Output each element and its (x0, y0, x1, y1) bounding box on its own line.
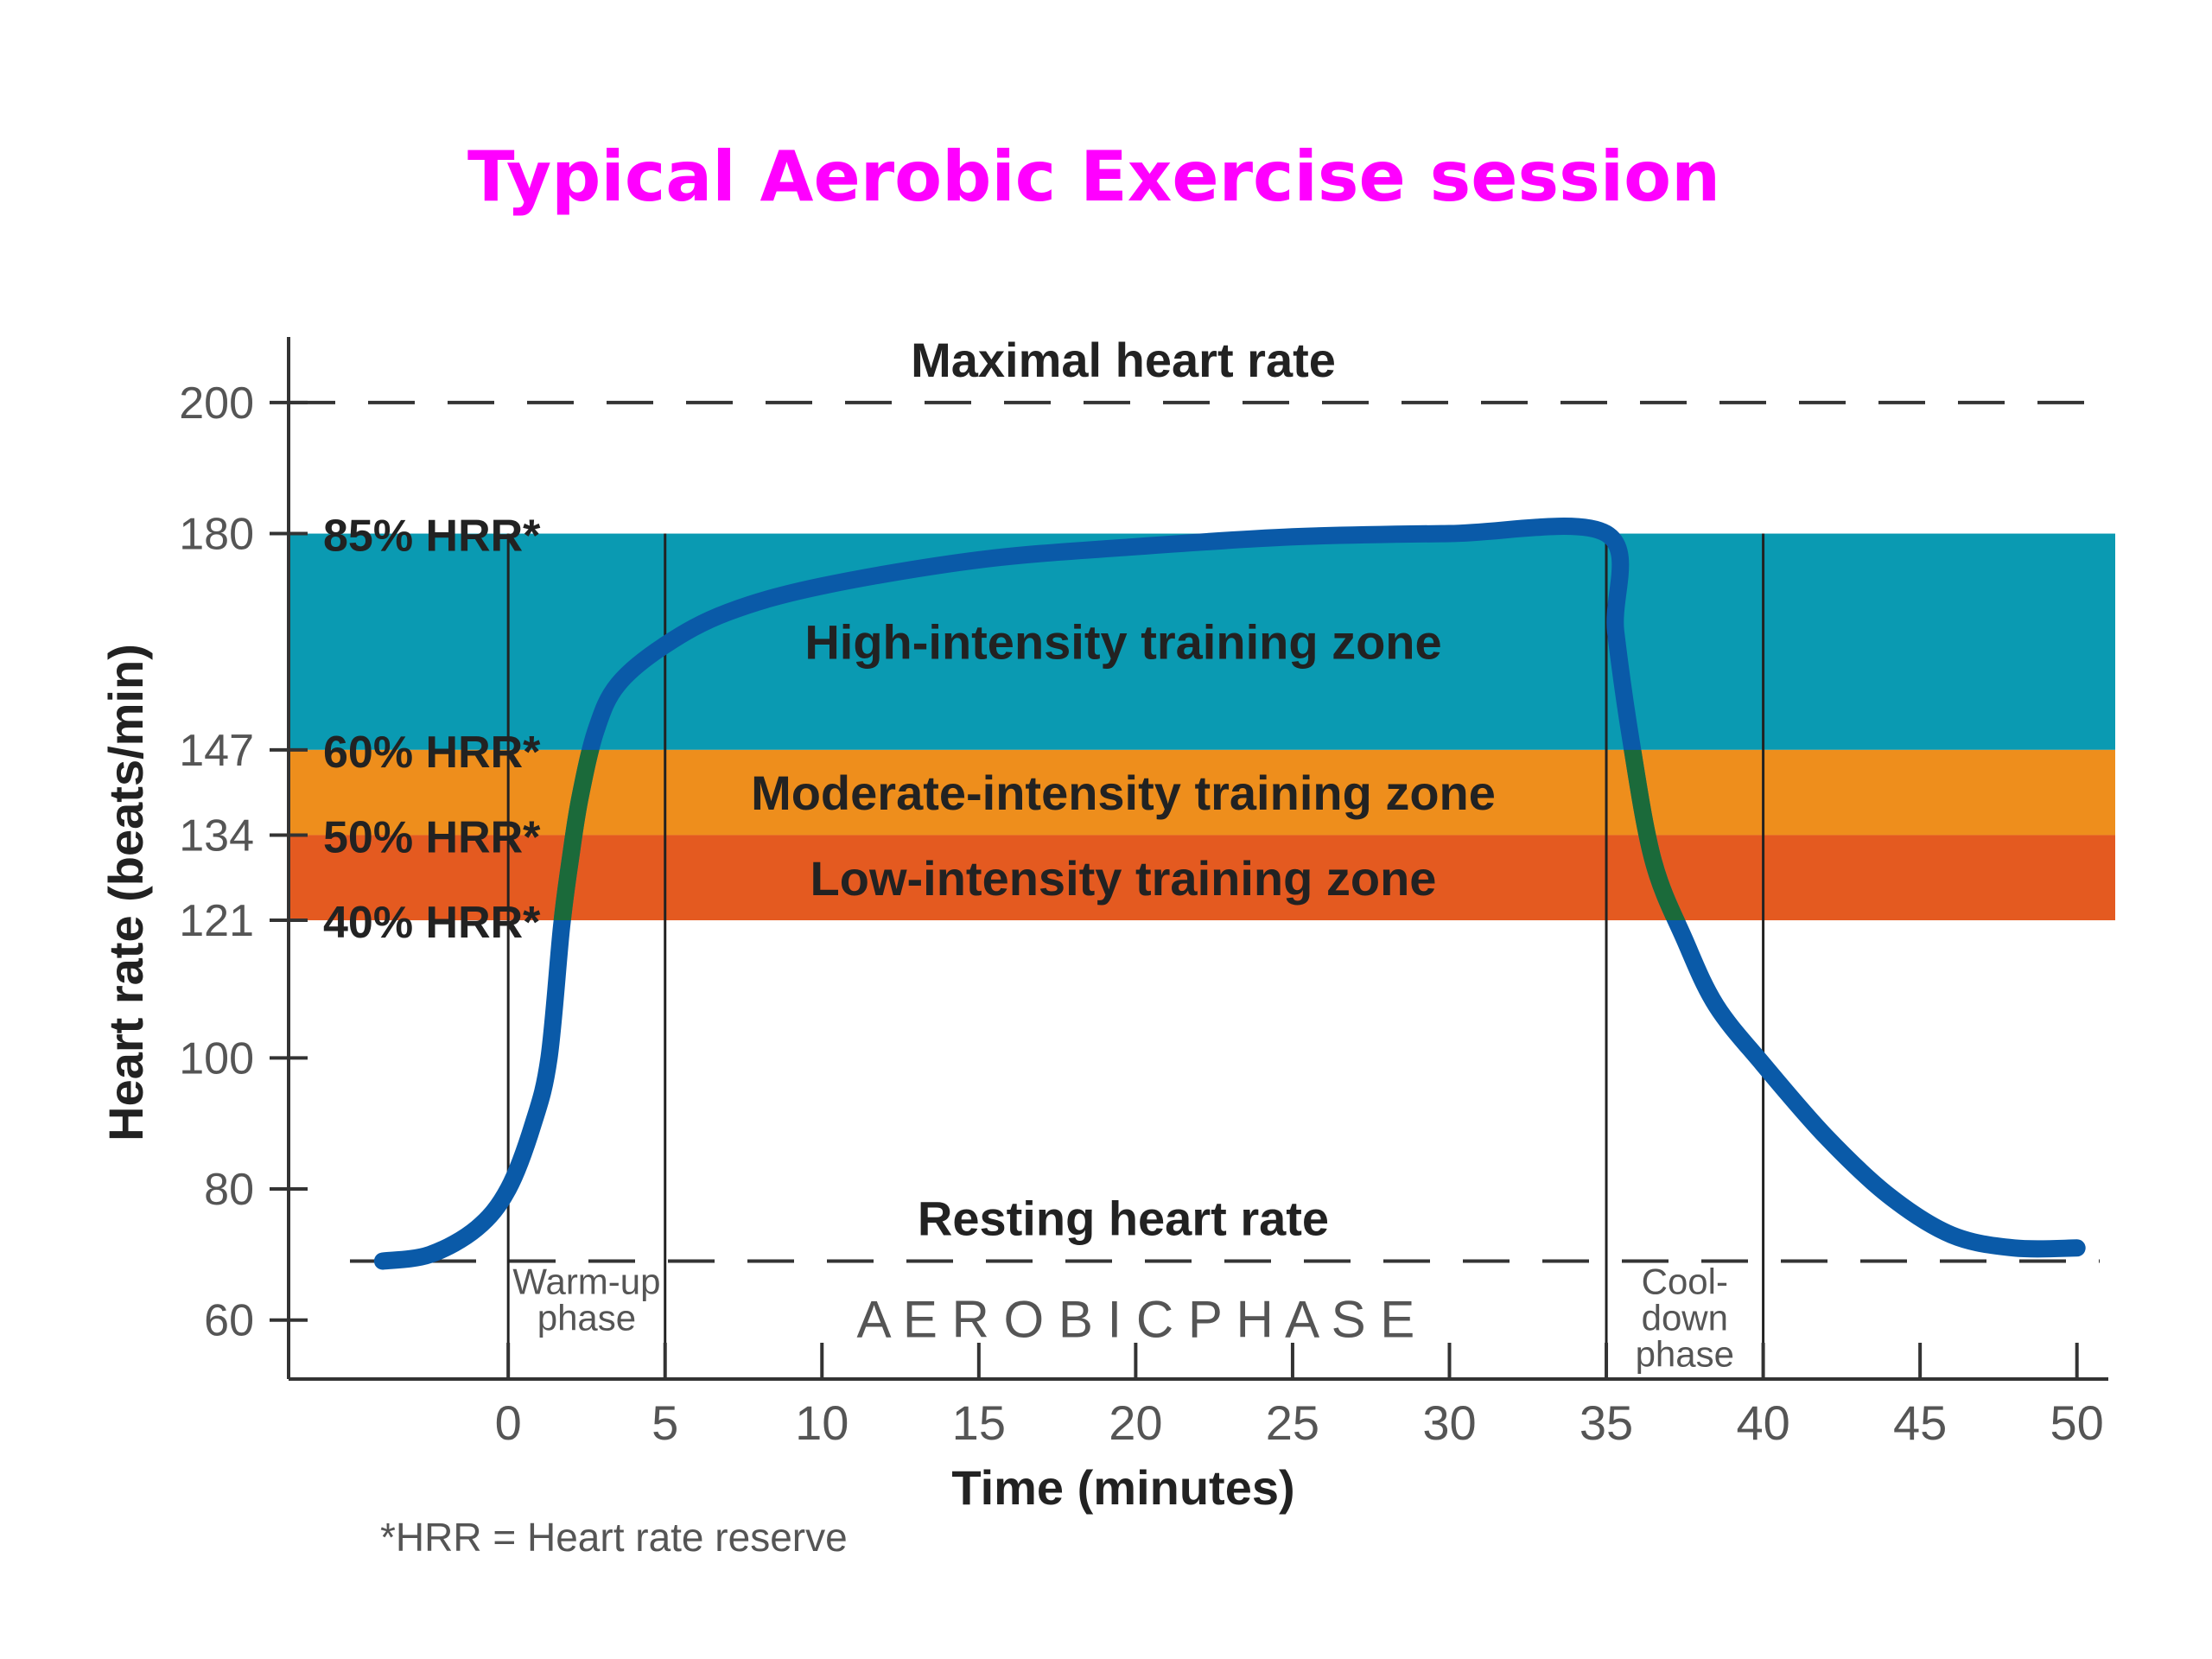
y-tick-label-4: 134 (179, 810, 254, 861)
x-tick-label-7: 35 (1580, 1395, 1633, 1450)
y-tick-label-3: 121 (179, 896, 254, 946)
heart-rate-curve (373, 517, 2086, 1270)
hrr-label-1: 60% HRR* (323, 728, 541, 778)
x-tick-label-0: 0 (495, 1395, 522, 1450)
phase-label-2-line-2: phase (1636, 1334, 1734, 1375)
reference-line-label-0: Maximal heart rate (911, 333, 1336, 387)
x-tick-label-2: 10 (795, 1395, 849, 1450)
phase-label-2-line-0: Cool- (1642, 1262, 1728, 1302)
x-tick-label-3: 15 (952, 1395, 1006, 1450)
y-tick-label-6: 180 (179, 510, 254, 560)
x-tick-label-1: 5 (652, 1395, 678, 1450)
zone-label-2: Low-intensity training zone (810, 851, 1437, 906)
phase-label-0-line-1: phase (537, 1298, 636, 1338)
y-tick-label-0: 60 (204, 1296, 254, 1346)
x-tick-label-6: 30 (1422, 1395, 1476, 1450)
phase-label-1-line-0: A E R O B I C P H A S E (856, 1291, 1414, 1349)
series-layer (373, 517, 2086, 1270)
labels-layer: High-intensity training zone Moderate-int… (99, 333, 2104, 1560)
y-axis-label: Heart rate (beats/min) (99, 644, 153, 1141)
phase-label-0-line-0: Warm-up (512, 1262, 660, 1302)
y-tick-label-2: 100 (179, 1033, 254, 1084)
hrr-label-3: 40% HRR* (323, 898, 541, 948)
y-tick-label-1: 80 (204, 1165, 254, 1215)
y-tick-label-7: 200 (179, 378, 254, 429)
x-tick-label-4: 20 (1109, 1395, 1162, 1450)
axes (270, 337, 2108, 1381)
zone-label-1: Moderate-intensity training zone (751, 766, 1496, 820)
reference-lines (289, 400, 2100, 1379)
phase-label-2-line-1: down (1642, 1298, 1728, 1338)
page-title: Typical Aerobic Exercise session (467, 137, 1720, 217)
x-tick-label-10: 50 (2050, 1395, 2104, 1450)
zone-band-2 (289, 835, 2115, 921)
x-tick-label-9: 45 (1893, 1395, 1947, 1450)
y-tick-label-5: 147 (179, 726, 254, 776)
x-tick-label-5: 25 (1266, 1395, 1319, 1450)
x-axis-label: Time (minutes) (951, 1460, 1294, 1515)
zone-label-0: High-intensity training zone (804, 615, 1441, 670)
reference-line-label-1: Resting heart rate (918, 1191, 1329, 1245)
footnote: *HRR = Heart rate reserve (380, 1515, 848, 1560)
hrr-label-0: 85% HRR* (323, 512, 541, 562)
x-tick-label-8: 40 (1736, 1395, 1789, 1450)
hrr-label-2: 50% HRR* (323, 812, 541, 862)
